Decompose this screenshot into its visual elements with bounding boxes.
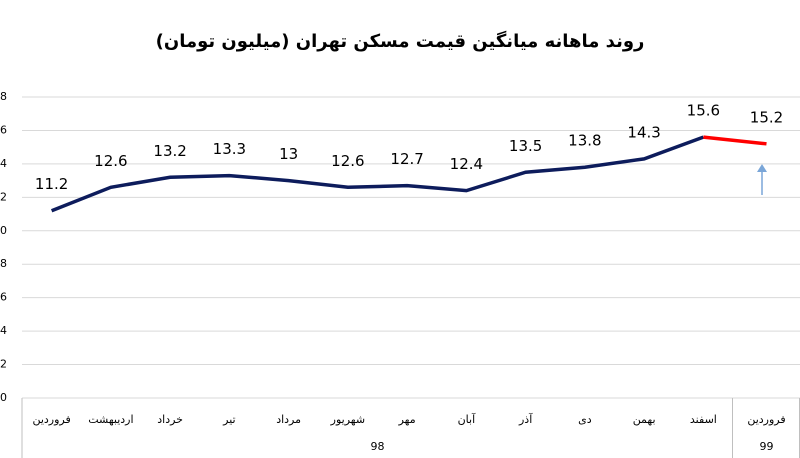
- value-label: 13.2: [153, 142, 186, 160]
- arrow-head: [757, 164, 767, 172]
- line-segment: [703, 135, 767, 146]
- x-tick-label: دی: [578, 413, 592, 426]
- y-tick-label: 0: [0, 391, 7, 404]
- value-label: 13.8: [568, 132, 601, 150]
- y-tick-label: 8: [0, 257, 7, 270]
- x-tick-label: شهریور: [330, 413, 365, 426]
- value-label: 15.6: [687, 102, 720, 120]
- x-tick-label: اسفند: [690, 413, 717, 426]
- x-tick-label: مهر: [398, 413, 416, 426]
- y-tick-label: 12: [0, 190, 7, 203]
- x-tick-label: بهمن: [633, 413, 656, 426]
- x-tick-label: تیر: [222, 413, 235, 426]
- y-tick-label: 2: [0, 358, 7, 371]
- value-label: 13.3: [213, 140, 246, 158]
- value-label: 14.3: [627, 123, 660, 141]
- y-tick-label: 14: [0, 157, 7, 170]
- y-tick-label: 4: [0, 324, 7, 337]
- y-tick-label: 10: [0, 224, 7, 237]
- y-tick-label: 6: [0, 291, 7, 304]
- value-label: 12.4: [450, 155, 483, 173]
- x-tick-label: خرداد: [157, 413, 183, 426]
- x-tick-label: مرداد: [276, 413, 301, 426]
- value-label: 12.6: [94, 152, 127, 170]
- value-label: 13: [279, 145, 298, 163]
- group-label: 98: [371, 440, 385, 453]
- y-tick-label: 16: [0, 123, 7, 136]
- value-label: 13.5: [509, 137, 542, 155]
- value-label: 12.7: [390, 150, 423, 168]
- value-label: 11.2: [35, 175, 68, 193]
- y-tick-label: 18: [0, 90, 7, 103]
- chart-title: روند ماهانه میانگین قیمت مسکن تهران (میل…: [156, 30, 645, 52]
- x-tick-label: آذر: [518, 412, 533, 426]
- x-tick-label: فروردین: [747, 413, 785, 426]
- x-tick-label: فروردین: [32, 413, 70, 426]
- x-tick-label: آبان: [458, 412, 476, 426]
- x-tick-label: اردیبهشت: [88, 413, 133, 426]
- value-label: 12.6: [331, 152, 364, 170]
- group-label: 99: [760, 440, 774, 453]
- line: [50, 135, 704, 213]
- value-label: 15.2: [750, 108, 783, 126]
